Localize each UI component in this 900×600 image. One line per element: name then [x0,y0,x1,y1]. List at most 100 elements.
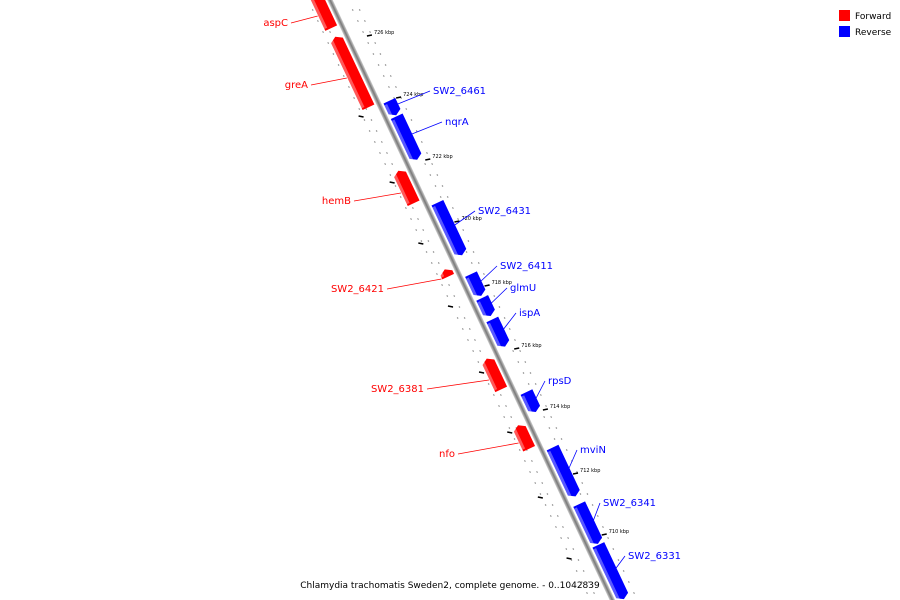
tick-mark [404,207,407,209]
tick-mark [555,526,557,528]
gene-label: SW2_6341 [603,498,656,509]
tick-mark [580,581,583,583]
gene-sw2_6461[interactable] [383,97,403,118]
tick-mark [357,20,359,22]
gene-body [476,295,495,317]
scale-label: 720 kbp [461,216,481,222]
gene-sw2_6331[interactable] [592,542,629,600]
gene-body [546,444,580,497]
scale-label: 710 kbp [609,529,629,535]
tick-mark [382,75,385,77]
gene-label: SW2_6331 [628,551,681,562]
tick-mark [529,471,531,473]
gene-sw2_6341[interactable] [573,501,603,546]
gene-aspc[interactable] [308,0,338,31]
tick-mark [524,361,527,363]
tick-mark [479,350,482,352]
gene-leader-line [480,265,498,282]
major-tick [358,115,364,118]
tick-mark [577,559,580,561]
legend-forward-swatch [839,10,850,21]
tick-mark [353,97,355,99]
tick-mark [462,229,465,231]
gene-body [383,97,401,116]
tick-mark [612,548,615,550]
tick-mark [446,295,449,297]
tick-mark [453,295,456,297]
gene-nqra[interactable] [390,113,423,163]
tick-mark [477,262,480,264]
tick-mark [457,218,459,220]
tick-mark [405,108,408,110]
tick-mark [581,482,584,484]
gene-highlight [521,395,532,413]
tick-mark [415,229,418,231]
scale-label: 722 kbp [432,154,452,160]
tick-mark [373,141,376,143]
tick-mark [410,218,412,220]
tick-mark [586,592,588,594]
tick-mark [446,196,449,198]
tick-mark [370,119,373,121]
tick-mark [472,251,475,253]
gene-nfo[interactable] [512,422,536,452]
gene-sw2_6431[interactable] [431,199,468,258]
gene-highlight [384,104,393,117]
gene-hemb[interactable] [392,168,420,207]
gene-highlight [477,301,487,318]
tick-mark [322,31,324,33]
genome-backbone [310,0,622,600]
tick-mark [467,240,470,242]
legend-forward-label: Forward [855,12,891,22]
tick-mark [579,493,582,495]
gene-label: SW2_6381 [371,384,424,395]
major-tick [366,34,373,37]
gene-mvin[interactable] [546,444,582,499]
tick-mark [393,97,395,99]
tick-mark [593,592,595,594]
gene-body [390,113,422,160]
gene-label: SW2_6411 [500,261,553,272]
tick-mark [358,9,361,11]
tick-mark [384,163,387,165]
gene-glmu[interactable] [476,295,496,319]
major-tick [447,305,454,308]
tick-mark [508,427,511,429]
tick-mark [522,372,525,374]
tick-mark [472,350,475,352]
gene-sw2_6411[interactable] [465,271,487,298]
gene-label: rpsD [548,376,572,387]
gene-highlight [487,322,502,348]
gene-highlight [513,428,526,450]
major-tick [484,284,490,287]
gene-grea[interactable] [329,34,375,111]
tick-mark [560,438,563,440]
gene-ispa[interactable] [486,316,511,350]
tick-mark [498,405,500,407]
tick-mark [364,20,366,22]
tick-mark [317,20,319,22]
tick-mark [410,119,413,121]
scale-label: 726 kbp [374,30,394,36]
tick-mark [508,328,511,330]
gene-body [573,501,603,544]
gene-body [482,358,508,393]
gene-leader-line [454,210,476,226]
legend: Forward Reverse [839,10,892,38]
gene-leader-line [535,380,546,399]
gene-label: glmU [510,283,536,294]
gene-features [308,0,629,600]
tick-mark [437,262,440,264]
tick-mark [575,570,578,572]
tick-mark [377,64,380,66]
tick-mark [602,526,604,528]
tick-mark [570,559,573,561]
gene-rpsd[interactable] [520,389,542,414]
tick-mark [365,108,368,110]
gene-sw2_6381[interactable] [481,356,508,393]
gene-sw2_6421[interactable] [439,267,455,280]
tick-mark [519,350,522,352]
gene-leader-line [503,312,517,330]
tick-mark [337,64,340,66]
gene-body [486,316,510,347]
